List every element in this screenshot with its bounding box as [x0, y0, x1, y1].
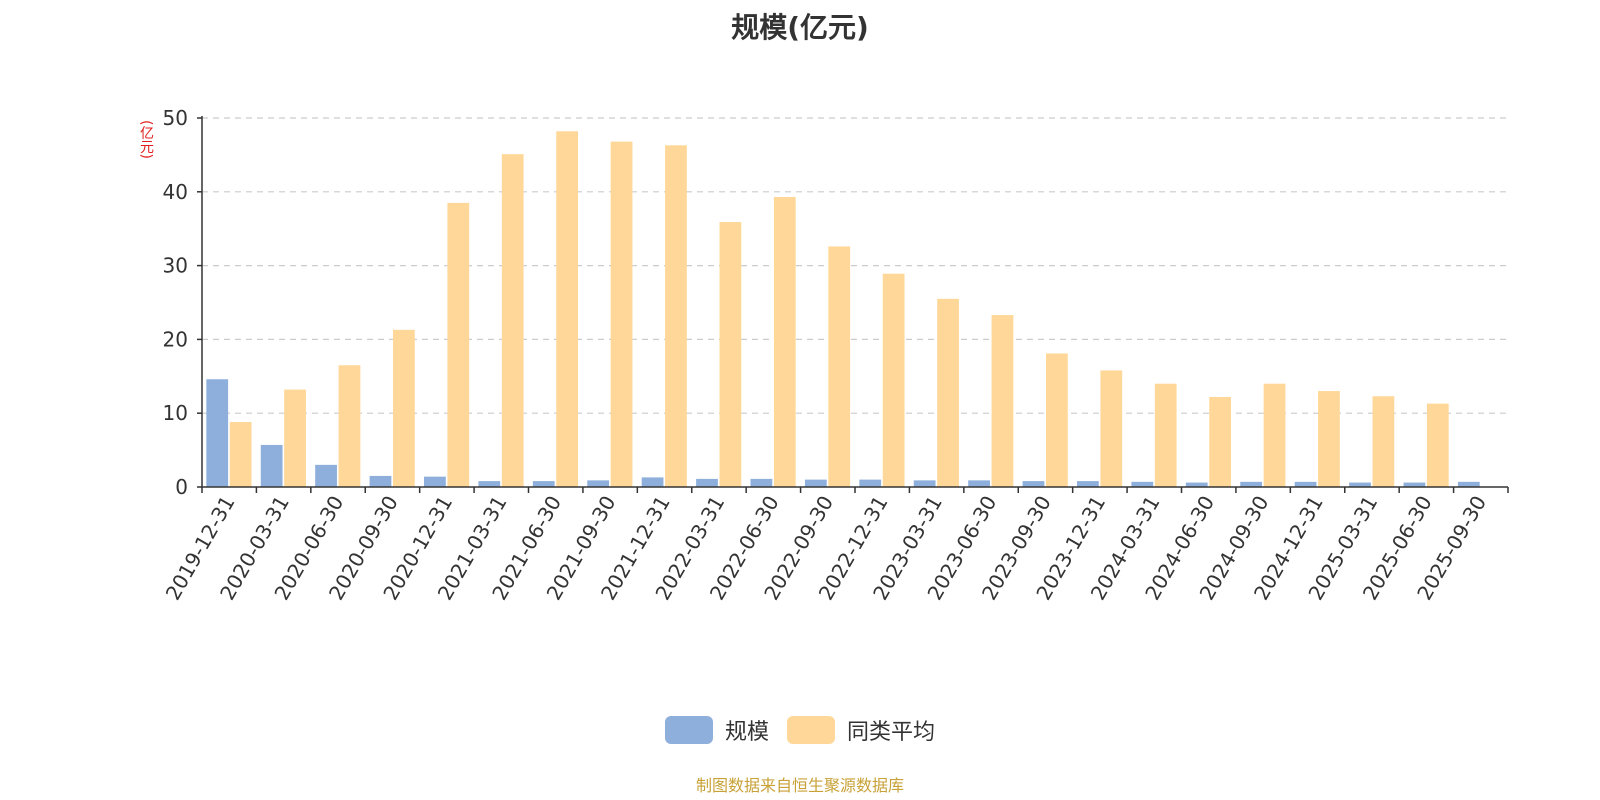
bar-peer-average[interactable]: [665, 145, 687, 487]
bar-peer-average[interactable]: [447, 202, 470, 487]
bar-chart: 0 10 20 30 40 50 2019-12-312020-03-312020-06-…: [161, 106, 1509, 604]
y-tick-label: 10: [163, 401, 188, 425]
y-tick-labels: 0 10 20 30 40 50: [163, 106, 188, 499]
bar-scale[interactable]: [913, 480, 936, 487]
bar-scale[interactable]: [1349, 482, 1371, 487]
legend-swatch-scale: [664, 716, 713, 744]
bar-peer-average[interactable]: [338, 365, 361, 487]
bar-scale[interactable]: [1131, 481, 1154, 487]
bar-scale[interactable]: [1403, 482, 1426, 487]
bars: [206, 131, 1480, 488]
bar-peer-average[interactable]: [229, 422, 252, 487]
bar-peer-average[interactable]: [1209, 396, 1232, 487]
bar-peer-average[interactable]: [1154, 383, 1177, 487]
bar-scale[interactable]: [1294, 481, 1317, 487]
bar-peer-average[interactable]: [719, 222, 742, 488]
y-tick-label: 20: [163, 327, 188, 351]
bar-scale[interactable]: [315, 464, 337, 487]
chart-title: 规模(亿元): [731, 11, 869, 44]
bar-peer-average[interactable]: [828, 246, 851, 487]
bar-peer-average[interactable]: [1100, 370, 1123, 487]
bar-scale[interactable]: [804, 479, 827, 487]
bar-peer-average[interactable]: [1263, 383, 1286, 487]
y-axis-unit-label: (亿元): [138, 120, 154, 159]
bar-peer-average[interactable]: [284, 389, 306, 487]
legend: 规模 同类平均: [0, 714, 1600, 746]
bar-scale[interactable]: [750, 478, 773, 487]
bar-scale[interactable]: [369, 475, 392, 487]
bar-scale[interactable]: [1457, 481, 1480, 487]
x-tick-labels: 2019-12-312020-03-312020-06-302020-09-30…: [161, 491, 1491, 604]
bar-scale[interactable]: [968, 480, 990, 487]
bar-scale[interactable]: [260, 444, 283, 487]
legend-item-scale[interactable]: 规模: [664, 714, 769, 746]
bar-peer-average[interactable]: [1426, 403, 1449, 487]
legend-label-scale: 规模: [724, 720, 769, 745]
bar-scale[interactable]: [1240, 481, 1263, 487]
bar-scale[interactable]: [206, 379, 229, 487]
bar-peer-average[interactable]: [393, 329, 415, 487]
bar-scale[interactable]: [424, 476, 446, 487]
bar-scale[interactable]: [859, 479, 882, 487]
legend-swatch-peer-average: [787, 716, 835, 744]
y-tick-label: 30: [163, 254, 188, 278]
y-tick-label: 40: [163, 180, 188, 204]
data-source-note: 制图数据来自恒生聚源数据库: [695, 776, 904, 795]
axes: [201, 116, 1509, 493]
grid-lines: [197, 117, 1508, 488]
y-tick-label: 50: [163, 106, 188, 130]
bar-peer-average[interactable]: [1046, 353, 1068, 487]
bar-scale[interactable]: [696, 478, 718, 487]
bar-scale[interactable]: [641, 477, 664, 487]
bar-peer-average[interactable]: [610, 141, 633, 487]
bar-scale[interactable]: [478, 481, 501, 487]
bar-peer-average[interactable]: [556, 131, 579, 487]
bar-scale[interactable]: [1022, 481, 1045, 487]
bar-scale[interactable]: [532, 481, 555, 487]
bar-peer-average[interactable]: [501, 154, 524, 488]
bar-peer-average[interactable]: [937, 298, 959, 487]
bar-scale[interactable]: [587, 480, 610, 487]
bar-peer-average[interactable]: [1318, 391, 1340, 487]
bar-peer-average[interactable]: [773, 196, 796, 487]
bar-peer-average[interactable]: [991, 315, 1014, 487]
bar-scale[interactable]: [1185, 482, 1208, 487]
y-tick-label: 0: [175, 475, 188, 499]
legend-item-peer-average[interactable]: 同类平均: [787, 714, 935, 746]
bar-peer-average[interactable]: [882, 273, 905, 487]
legend-label-peer-average: 同类平均: [847, 720, 936, 745]
bar-peer-average[interactable]: [1372, 396, 1395, 487]
bar-scale[interactable]: [1077, 481, 1099, 487]
